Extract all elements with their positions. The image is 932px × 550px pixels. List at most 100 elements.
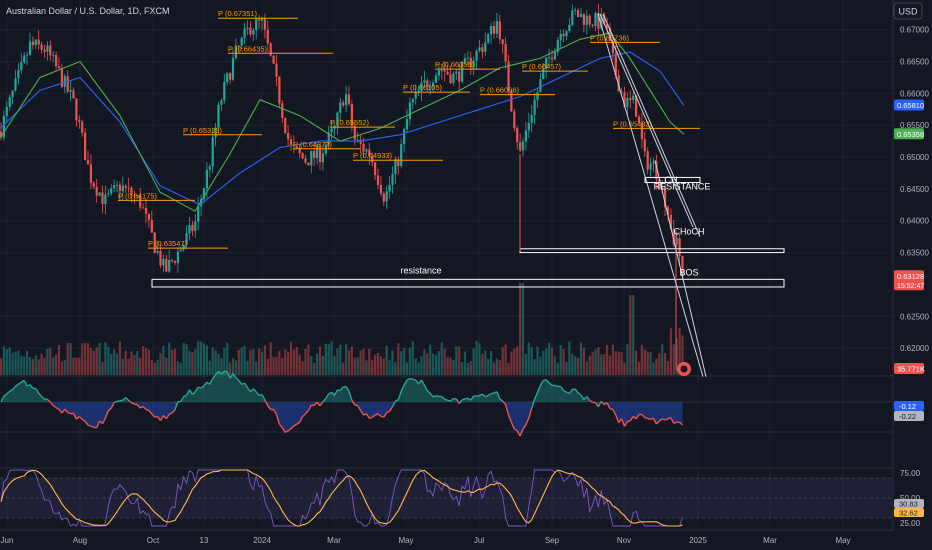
oscillator-area xyxy=(647,402,651,420)
pivot-label: P (0.65432) xyxy=(613,119,653,128)
currency-button[interactable]: USD xyxy=(893,2,923,20)
oscillator-area xyxy=(523,402,526,429)
oscillator-line xyxy=(46,398,51,403)
oscillator-area xyxy=(198,387,202,402)
volume-bar xyxy=(420,356,423,375)
oscillator-area xyxy=(233,373,236,402)
oscillator-area xyxy=(372,402,376,418)
candle xyxy=(307,162,310,166)
volume-bar xyxy=(658,353,661,375)
pivot-label: P (0.66435) xyxy=(228,44,268,53)
candle xyxy=(487,33,490,45)
volume-bar xyxy=(313,362,316,375)
oscillator-line xyxy=(415,379,420,385)
oscillator-line xyxy=(600,400,605,406)
volume-bar xyxy=(376,352,380,375)
candle xyxy=(55,51,58,70)
volume-bar xyxy=(553,356,556,375)
volume-bar xyxy=(342,362,345,375)
candle xyxy=(115,181,119,193)
oscillator-area xyxy=(404,380,407,402)
volume-bar xyxy=(11,352,14,375)
volume-bar xyxy=(397,343,400,375)
candle xyxy=(298,143,301,159)
oscillator-line xyxy=(261,394,266,401)
volume-bar xyxy=(243,345,246,375)
volume-bar xyxy=(37,359,40,375)
oscillator-area xyxy=(279,402,283,428)
volume-bar xyxy=(327,343,330,375)
candle xyxy=(136,194,139,200)
volume-bar xyxy=(382,358,385,375)
candle xyxy=(150,210,153,234)
rsi-pane xyxy=(0,469,893,527)
oscillator-line xyxy=(113,400,118,404)
candle xyxy=(8,94,11,111)
volume-bar xyxy=(394,362,397,375)
candle xyxy=(519,133,522,153)
pivot-label: P (0.64933) xyxy=(353,151,393,160)
oscillator-line xyxy=(516,430,521,437)
candle xyxy=(229,71,232,84)
oscillator-line xyxy=(612,409,617,416)
candle xyxy=(655,154,658,190)
price-badge xyxy=(894,99,924,111)
oscillator-line xyxy=(499,398,504,402)
oscillator-line xyxy=(545,379,550,384)
oscillator-area xyxy=(552,385,555,402)
candle xyxy=(243,23,246,44)
rsi-badge xyxy=(894,499,924,508)
volume-bar xyxy=(548,342,551,375)
volume-bar xyxy=(130,351,133,375)
candle xyxy=(20,53,23,74)
candle xyxy=(127,178,130,193)
oscillator-line xyxy=(35,388,40,394)
oscillator-line xyxy=(38,392,43,398)
volume-bar xyxy=(318,346,322,375)
oscillator-area xyxy=(412,379,416,402)
oscillator-area xyxy=(61,402,65,414)
oscillator-line xyxy=(119,399,123,402)
volume-bar xyxy=(449,357,452,375)
candle xyxy=(565,29,568,41)
volume-bar xyxy=(577,358,580,375)
candle xyxy=(104,185,107,215)
oscillator-area xyxy=(221,371,225,402)
oscillator-line xyxy=(351,399,356,406)
oscillator-line xyxy=(273,409,278,415)
time-axis[interactable]: Jun Aug Oct 13 2024 Mar May Jul Sep Nov 2025 Mar May xyxy=(0,529,932,550)
volume-bar xyxy=(524,354,527,375)
candle xyxy=(304,154,307,165)
oscillator-area xyxy=(337,390,341,402)
volume-bar xyxy=(365,360,368,375)
volume-bar xyxy=(52,357,55,375)
oscillator-area xyxy=(482,394,486,402)
oscillator-area xyxy=(224,371,228,402)
oscillator-line xyxy=(679,421,683,426)
oscillator-line xyxy=(319,401,324,407)
oscillator-line xyxy=(75,416,80,420)
volume-bar xyxy=(455,346,458,375)
oscillator-line xyxy=(609,408,614,411)
candlesticks[interactable] xyxy=(0,3,684,280)
candle xyxy=(588,13,591,29)
volume-bar xyxy=(597,347,600,375)
volume-bar xyxy=(574,356,577,375)
oscillator-area xyxy=(282,402,286,433)
candle xyxy=(492,21,496,39)
oscillator-area xyxy=(543,379,547,402)
oscillator-line xyxy=(507,414,513,423)
oscillator-line xyxy=(52,404,57,409)
oscillator-line xyxy=(218,370,222,375)
candle xyxy=(263,13,266,39)
oscillator-line xyxy=(627,420,631,423)
volume-bar xyxy=(173,348,177,375)
oscillator-line xyxy=(226,371,231,379)
price-axis[interactable]: 0.67000 0.66500 0.66000 0.65500 0.65000 0.645… xyxy=(892,0,932,550)
volume-bar xyxy=(292,349,295,375)
candle xyxy=(107,189,110,197)
volume-bar xyxy=(104,342,107,375)
oscillator-line xyxy=(134,403,138,406)
currency-label: USD xyxy=(898,7,918,17)
